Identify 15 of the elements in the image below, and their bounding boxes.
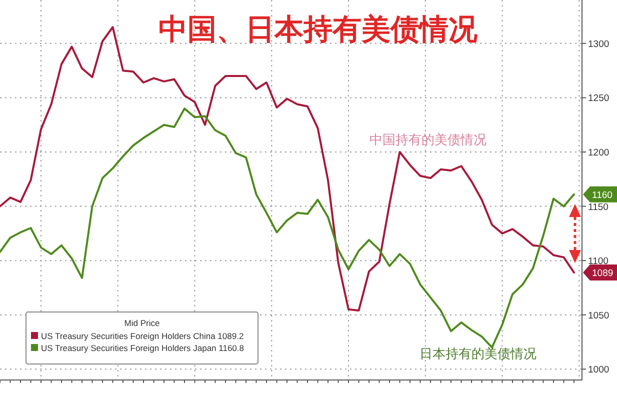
text: 1160 (592, 190, 612, 201)
y-tick-label: 1250 (588, 93, 610, 104)
y-tick-label: 1100 (588, 256, 608, 268)
legend-title: Mid Price (124, 318, 160, 328)
y-tick-label: 1000 (588, 364, 610, 376)
y-tick-label: 1150 (588, 202, 608, 213)
annotation: 中国持有的美债情况 (370, 132, 486, 148)
legend-label: US Treasury Securities Foreign Holders Japan 1160.8 (41, 343, 244, 353)
legend-label: US Treasury Securities Foreign Holders China 1089.2 (41, 331, 244, 341)
y-tick-label: 1300 (588, 38, 610, 50)
text: 1089 (592, 268, 614, 280)
y-tick-label: 1200 (588, 148, 610, 158)
annotation: 日本持有的美债情况 (420, 346, 536, 362)
y-tick-label: 1050 (588, 310, 610, 322)
chart-title: 中国、日本持有美债情况 (158, 12, 478, 46)
